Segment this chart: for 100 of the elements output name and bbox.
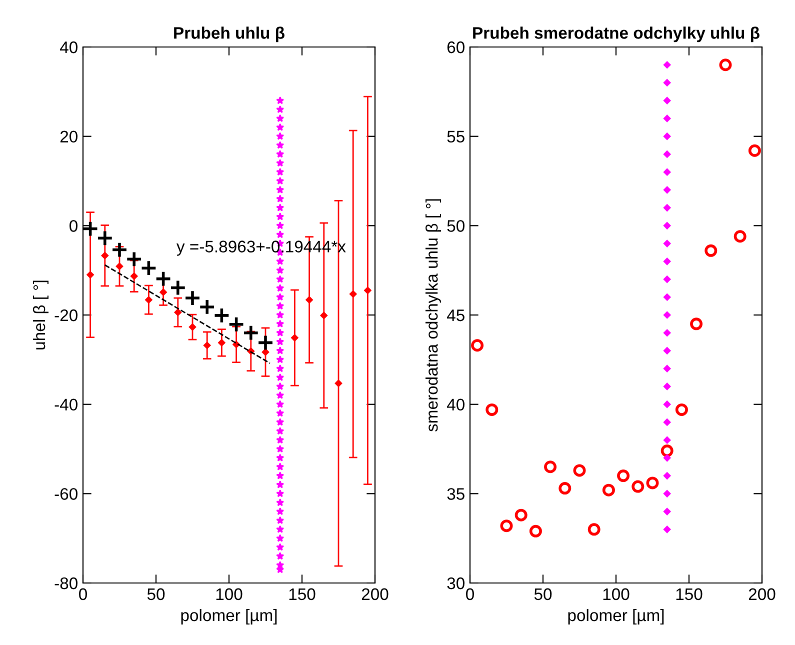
x-tick-label: 0: [79, 588, 87, 600]
point: [276, 525, 284, 533]
point: [276, 194, 284, 202]
chart-title: Prubeh smerodatne odchylky uhlu β: [473, 26, 760, 42]
point: [276, 230, 284, 238]
point: [471, 339, 484, 352]
point: [486, 403, 498, 416]
point: [617, 470, 630, 482]
chart-title: Prubeh uhlu β: [174, 26, 284, 42]
point: [276, 462, 284, 470]
y-tick-label: 20: [60, 130, 78, 143]
point: [276, 472, 284, 480]
point: [663, 454, 671, 462]
point: [276, 454, 284, 462]
point: [291, 334, 298, 342]
x-tick-label: 150: [289, 588, 316, 600]
point: [174, 308, 182, 316]
y-axis-title: uhel β [ °]: [32, 280, 48, 350]
point: [663, 204, 671, 212]
point: [276, 338, 284, 346]
point: [663, 79, 671, 86]
point: [276, 364, 284, 372]
point: [218, 339, 226, 346]
point: [276, 105, 284, 114]
point: [663, 132, 671, 140]
point: [349, 290, 357, 298]
point: [663, 150, 671, 158]
point: [276, 543, 284, 551]
point: [276, 275, 284, 283]
point: [276, 320, 284, 328]
point: [320, 312, 328, 320]
point: [663, 276, 671, 283]
x-axis-title: polomer [µm]: [181, 608, 277, 624]
point: [334, 380, 342, 387]
point: [276, 436, 284, 444]
point: [242, 324, 260, 342]
x-tick-label: 50: [534, 588, 552, 600]
point: [663, 347, 671, 354]
point: [276, 409, 284, 417]
point: [675, 403, 688, 416]
point: [663, 526, 671, 534]
point: [203, 342, 211, 350]
point: [558, 482, 572, 495]
point: [276, 114, 284, 122]
point: [276, 507, 284, 516]
point: [663, 186, 671, 194]
y-tick-label: -20: [54, 309, 78, 322]
point: [276, 373, 284, 382]
point: [145, 296, 152, 304]
point: [663, 382, 671, 390]
point: [663, 258, 671, 266]
point: [184, 290, 201, 306]
point: [276, 328, 284, 336]
point: [544, 460, 557, 474]
y-tick-label: 55: [447, 130, 464, 143]
point: [646, 476, 659, 490]
point: [276, 132, 284, 140]
point: [690, 318, 703, 330]
point: [573, 464, 586, 477]
x-axis-title: polomer [µm]: [568, 608, 664, 624]
y-tick-label: 50: [447, 220, 464, 232]
point: [86, 271, 94, 278]
point: [663, 222, 671, 230]
point: [276, 176, 284, 185]
point: [719, 58, 732, 72]
point: [276, 444, 284, 453]
point: [663, 311, 671, 319]
point: [276, 292, 284, 301]
point: [276, 168, 284, 176]
point: [663, 329, 671, 337]
point: [500, 520, 513, 532]
point: [663, 114, 671, 122]
point: [276, 382, 284, 390]
point: [276, 552, 284, 560]
point: [276, 212, 284, 220]
point: [170, 279, 186, 296]
point: [276, 356, 284, 364]
point: [663, 364, 671, 372]
point: [276, 534, 284, 542]
x-tick-label: 200: [362, 588, 388, 600]
y-tick-label: 30: [447, 577, 464, 590]
point: [228, 316, 245, 333]
point: [276, 284, 284, 292]
y-axis-title: smerodatna odchylka uhlu β [ °]: [426, 199, 442, 432]
point: [529, 524, 542, 538]
point: [96, 230, 114, 247]
point: [276, 310, 284, 319]
point: [276, 266, 284, 274]
point: [276, 400, 284, 408]
point: [276, 222, 284, 230]
point: [663, 472, 671, 480]
point: [198, 298, 216, 316]
point: [262, 348, 270, 356]
point: [276, 257, 284, 265]
point: [276, 186, 284, 194]
point: [602, 484, 615, 496]
x-tick-label: 100: [216, 588, 242, 600]
point: [514, 508, 528, 522]
point: [188, 323, 196, 331]
point: [111, 241, 128, 258]
